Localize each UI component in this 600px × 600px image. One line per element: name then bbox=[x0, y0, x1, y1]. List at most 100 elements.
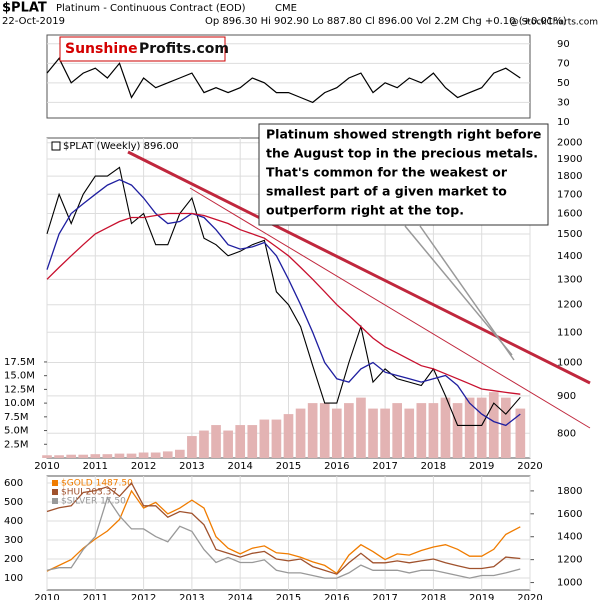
x-tick-label: 2019 bbox=[469, 461, 494, 472]
volume-bar bbox=[416, 403, 427, 458]
volume-tick-label: 17.5M bbox=[4, 357, 35, 368]
y-tick-label: 500 bbox=[4, 497, 23, 508]
x-tick-label: 2013 bbox=[179, 593, 204, 600]
x-tick-label: 2012 bbox=[131, 593, 156, 600]
y-tick-label: 800 bbox=[557, 428, 576, 439]
volume-bar bbox=[247, 425, 258, 458]
x-tick-label: 2018 bbox=[421, 593, 446, 600]
volume-bar bbox=[331, 408, 342, 458]
symbol: $PLAT bbox=[2, 1, 47, 16]
y2-tick-label: 1600 bbox=[557, 509, 582, 520]
date: 22-Oct-2019 bbox=[2, 16, 65, 27]
y-tick-label: 10 bbox=[557, 117, 570, 128]
logo-box bbox=[59, 36, 226, 62]
volume-bar bbox=[42, 455, 52, 458]
title-icon bbox=[51, 141, 61, 151]
x-tick-label: 2014 bbox=[227, 593, 252, 600]
annotation-line: Platinum showed strength right before bbox=[266, 127, 541, 142]
panel-frame bbox=[46, 34, 531, 119]
annotation: Platinum showed strength right before th… bbox=[258, 123, 549, 226]
data-line bbox=[46, 212, 521, 395]
y-tick-label: 300 bbox=[4, 535, 23, 546]
volume-bar bbox=[344, 403, 354, 458]
data-line bbox=[46, 57, 521, 104]
volume-bar bbox=[440, 397, 451, 458]
volume-bar bbox=[307, 403, 318, 458]
annotation-line: the August top in the precious metals. bbox=[266, 146, 538, 161]
y-tick-label: 900 bbox=[557, 391, 576, 402]
annotation-line: smallest part of a given market to bbox=[266, 184, 507, 199]
legend-swatch bbox=[52, 498, 58, 504]
y-tick-label: 1900 bbox=[557, 154, 582, 165]
volume-bar bbox=[259, 419, 270, 458]
volume-bar bbox=[319, 403, 330, 458]
x-tick-label: 2015 bbox=[276, 593, 301, 600]
volume-bar bbox=[211, 425, 221, 458]
plot-layer: 90 70 50 30 10 2000 1900 1800 1700 1600 1500 1400 13… bbox=[4, 34, 582, 600]
logo-part2: Profits.com bbox=[139, 41, 229, 57]
y-tick-label: 50 bbox=[557, 78, 570, 89]
volume-bar bbox=[114, 453, 125, 458]
y2-tick-label: 1000 bbox=[557, 578, 582, 589]
x-tick-label: 2016 bbox=[324, 593, 349, 600]
y-tick-label: 30 bbox=[557, 97, 570, 108]
volume-tick-label: 15.0M bbox=[4, 371, 35, 382]
y-tick-label: 1000 bbox=[557, 358, 582, 369]
x-tick-label: 2014 bbox=[227, 461, 252, 472]
legend-label: $HUI 203.37 bbox=[61, 488, 117, 498]
legend-label: $GOLD 1487.50 bbox=[61, 479, 133, 489]
data-line bbox=[46, 178, 521, 427]
volume-bar bbox=[488, 392, 499, 458]
y-tick-label: 200 bbox=[4, 554, 23, 565]
volume-bar bbox=[476, 397, 487, 458]
volume-bar bbox=[235, 425, 246, 458]
x-tick-label: 2010 bbox=[34, 461, 59, 472]
volume-bar bbox=[501, 397, 511, 458]
y-tick-label: 1500 bbox=[557, 229, 582, 240]
volume-tick-label: 2.5M bbox=[4, 439, 29, 450]
credit: @ StockCharts.com bbox=[510, 18, 598, 28]
x-tick-label: 2017 bbox=[372, 593, 397, 600]
volume-bar bbox=[102, 454, 113, 458]
volume-tick-label: 5.0M bbox=[4, 426, 29, 437]
volume-bar bbox=[78, 454, 89, 458]
y-tick-label: 1300 bbox=[557, 274, 582, 285]
data-line bbox=[46, 489, 521, 575]
x-tick-label: 2012 bbox=[131, 461, 156, 472]
x-tick-label: 2010 bbox=[34, 593, 59, 600]
volume-bar bbox=[187, 436, 197, 458]
volume-bar bbox=[380, 408, 390, 458]
volume-bar bbox=[464, 397, 475, 458]
data-line bbox=[46, 496, 521, 579]
panel-title: $PLAT (Weekly) 896.00 bbox=[63, 141, 179, 152]
y-tick-label: 70 bbox=[557, 58, 570, 69]
volume-bar bbox=[150, 452, 161, 458]
exchange: CME bbox=[275, 3, 297, 14]
y-tick-label: 1700 bbox=[557, 189, 582, 200]
volume-bar bbox=[199, 430, 209, 458]
volume-bar bbox=[452, 403, 463, 458]
legend-swatch bbox=[52, 480, 58, 486]
x-tick-label: 2011 bbox=[83, 461, 108, 472]
y-tick-label: 1600 bbox=[557, 208, 582, 219]
volume-bar bbox=[295, 408, 306, 458]
y-tick-label: 2000 bbox=[557, 138, 582, 149]
volume-tick-label: 7.5M bbox=[4, 412, 29, 423]
trend-line bbox=[127, 150, 591, 385]
y-tick-label: 100 bbox=[4, 573, 23, 584]
x-tick-label: 2018 bbox=[421, 461, 446, 472]
y-tick-label: 1100 bbox=[557, 327, 582, 338]
annotation-line: That's common for the weakest or bbox=[266, 165, 508, 180]
volume-bar bbox=[174, 449, 185, 458]
y2-tick-label: 1800 bbox=[557, 486, 582, 497]
volume-bar bbox=[162, 451, 173, 458]
annotation-line: outperform right at the top. bbox=[266, 203, 464, 218]
x-tick-label: 2011 bbox=[83, 593, 108, 600]
x-tick-label: 2015 bbox=[276, 461, 301, 472]
pointer bbox=[404, 225, 513, 356]
annotation-box bbox=[258, 123, 549, 226]
pointer bbox=[419, 225, 515, 361]
volume-tick-label: 10.0M bbox=[4, 398, 35, 409]
legend-label: $SILVER 17.50 bbox=[61, 497, 126, 507]
